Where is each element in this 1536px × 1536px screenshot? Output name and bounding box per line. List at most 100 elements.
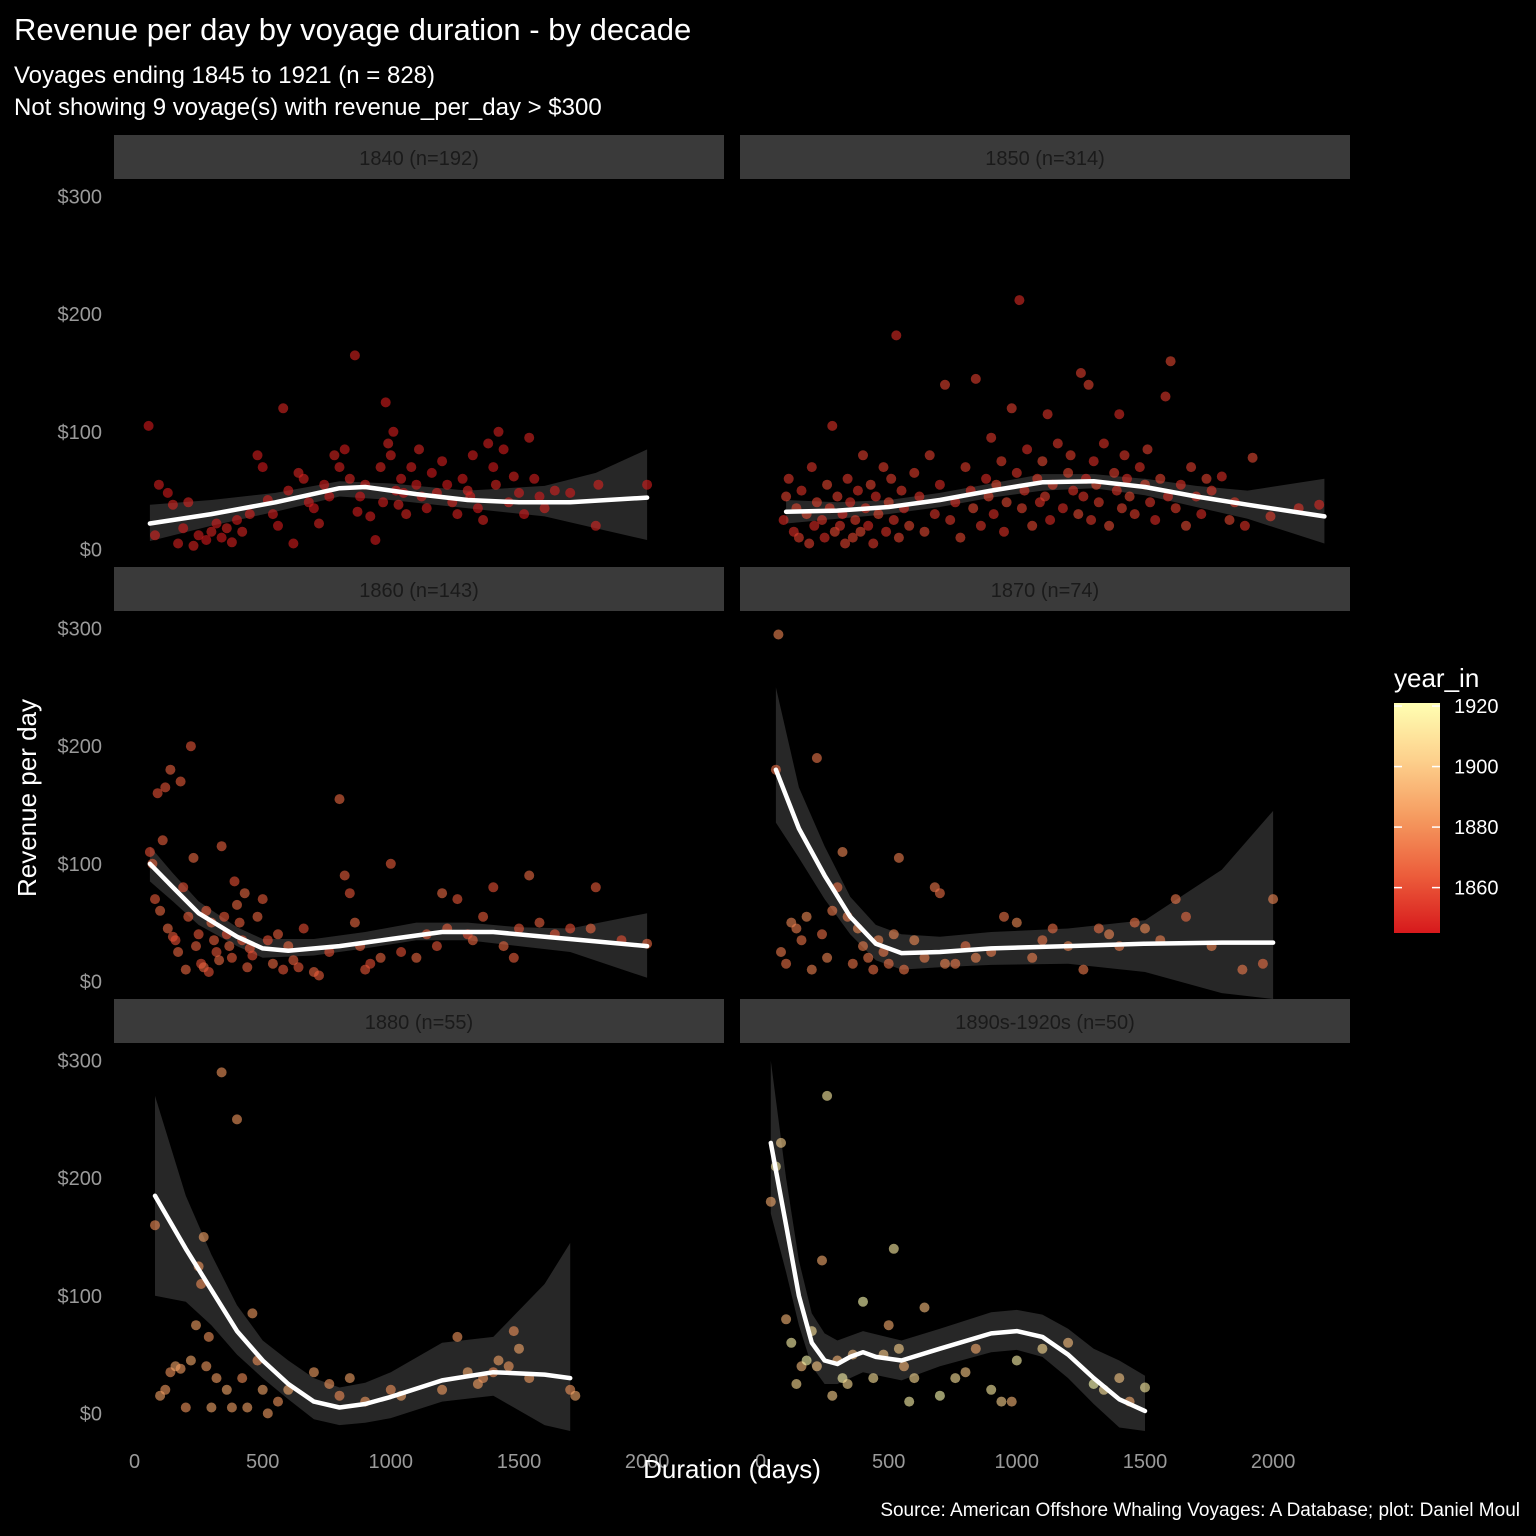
chart-subtitle-line-1: Voyages ending 1845 to 1921 (n = 828) <box>14 62 435 89</box>
data-point <box>873 509 884 520</box>
data-point <box>370 535 381 545</box>
data-point <box>173 947 184 957</box>
data-point <box>1122 473 1132 484</box>
data-point <box>508 952 519 963</box>
data-point <box>183 497 194 508</box>
data-point <box>1116 503 1127 514</box>
data-point <box>1006 403 1017 414</box>
data-point <box>221 1384 232 1395</box>
data-point <box>1104 929 1115 940</box>
data-point <box>216 532 227 543</box>
data-point <box>211 947 222 957</box>
data-point <box>201 1361 212 1372</box>
data-point <box>896 485 907 496</box>
data-point <box>1088 456 1099 467</box>
data-point <box>590 882 601 893</box>
y-tick-label: $300 <box>58 619 103 641</box>
x-tick-label: 1500 <box>1123 1451 1168 1473</box>
data-point <box>1186 462 1197 473</box>
data-point <box>1045 515 1056 525</box>
data-point <box>1257 958 1268 969</box>
facet-plot-area <box>143 350 653 551</box>
data-point <box>1098 438 1109 449</box>
data-point <box>776 947 786 957</box>
data-point <box>191 941 201 952</box>
color-legend: year_in 1860 1880 1900 1920 <box>1394 663 1499 933</box>
facet-panel: 1880 (n=55) $0 $100 $200 $300 0 500 1000 1500 200… <box>58 999 724 1473</box>
data-point <box>893 532 904 543</box>
data-point <box>160 1384 171 1395</box>
data-point <box>175 1363 186 1374</box>
data-point <box>150 1220 160 1231</box>
data-point <box>960 462 971 473</box>
data-point <box>1265 511 1276 522</box>
data-point <box>786 1337 797 1348</box>
data-point <box>144 847 155 857</box>
data-point <box>431 941 442 952</box>
data-point <box>437 888 448 899</box>
data-point <box>970 1343 981 1354</box>
data-point <box>642 479 653 490</box>
data-point <box>883 1320 894 1331</box>
data-point <box>219 911 230 922</box>
data-point <box>493 426 504 437</box>
data-point <box>893 852 904 863</box>
data-point <box>378 497 389 508</box>
data-point <box>298 473 309 484</box>
data-point <box>437 456 448 467</box>
data-point <box>185 741 196 752</box>
facet-strip-label: 1860 (n=143) <box>359 580 479 602</box>
facet-plot-area <box>144 741 653 981</box>
confidence-band <box>149 846 648 978</box>
data-point <box>257 462 268 473</box>
data-point <box>858 941 868 952</box>
facet-strip <box>740 135 1350 179</box>
chart-caption: Source: American Offshore Whaling Voyage… <box>880 1500 1520 1521</box>
data-point <box>899 1361 909 1372</box>
data-point <box>1011 917 1022 928</box>
data-point <box>791 923 802 934</box>
data-point <box>934 1390 945 1401</box>
data-point <box>226 537 237 548</box>
data-point <box>242 962 253 973</box>
data-point <box>237 526 248 537</box>
x-axis-title: Duration (days) <box>643 1454 821 1484</box>
legend-tick-label: 1860 <box>1454 878 1499 900</box>
data-point <box>845 497 856 508</box>
facet-strip <box>114 567 724 611</box>
data-point <box>1140 1382 1150 1393</box>
data-point <box>252 911 263 922</box>
data-point <box>452 894 463 905</box>
data-point <box>232 899 242 910</box>
data-point <box>817 929 827 940</box>
data-point <box>185 1355 196 1366</box>
data-point <box>783 473 794 484</box>
data-point <box>385 858 396 869</box>
data-point <box>393 499 404 510</box>
data-point <box>514 1343 524 1354</box>
data-point <box>273 1396 283 1407</box>
data-point <box>1075 368 1086 378</box>
data-point <box>488 462 499 473</box>
data-point <box>206 526 217 537</box>
facet-panel: 1870 (n=74) <box>740 567 1350 999</box>
facet-strip-label: 1840 (n=192) <box>359 148 479 170</box>
data-point <box>1196 509 1207 520</box>
data-point <box>1114 1373 1125 1384</box>
data-point <box>899 964 909 975</box>
data-point <box>811 753 822 763</box>
data-point <box>817 1255 827 1266</box>
data-point <box>150 530 160 541</box>
data-point <box>1124 491 1135 502</box>
smooth-trend-line <box>773 767 1276 956</box>
y-tick-label: $100 <box>58 1286 103 1308</box>
data-point <box>791 1379 802 1389</box>
data-point <box>252 450 263 461</box>
data-point <box>1011 1355 1022 1366</box>
data-point <box>1140 923 1150 934</box>
data-point <box>257 894 268 905</box>
data-point <box>319 479 330 490</box>
data-point <box>870 491 881 502</box>
data-point <box>442 479 453 490</box>
data-point <box>150 894 160 905</box>
